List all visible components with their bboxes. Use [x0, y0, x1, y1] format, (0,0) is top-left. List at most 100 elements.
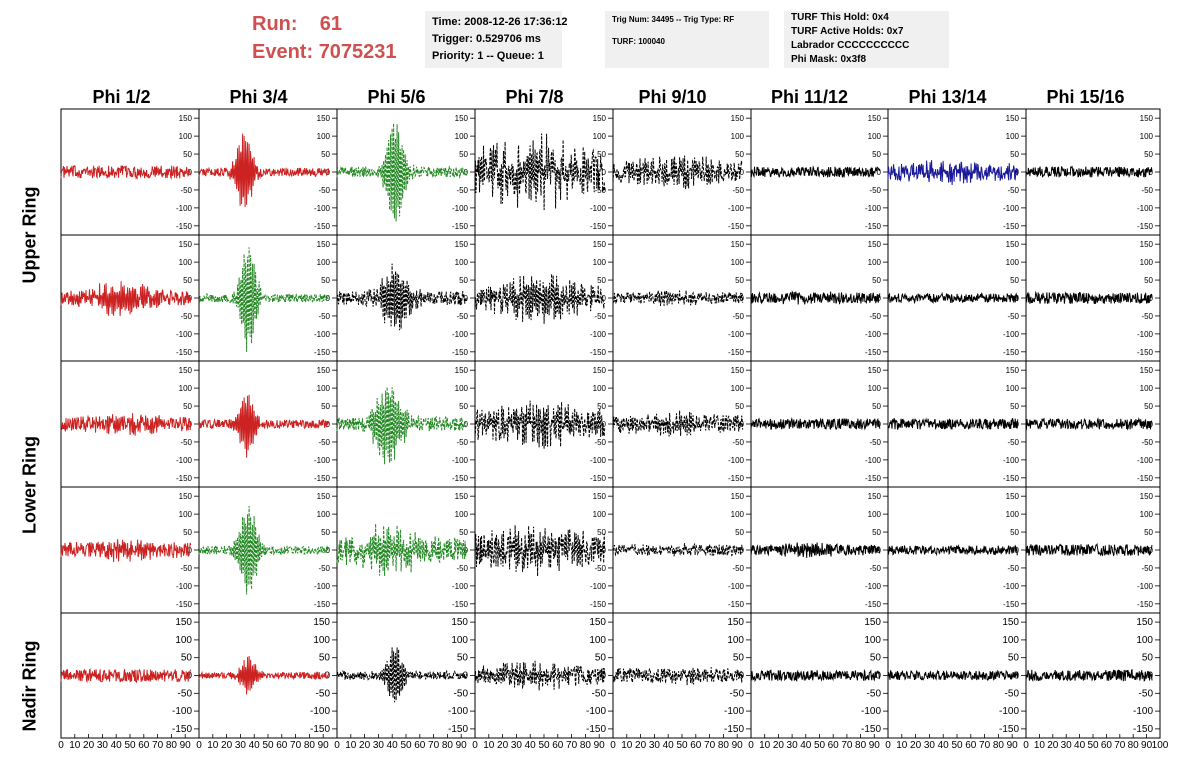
- y-tick-label: 100: [317, 132, 331, 141]
- y-tick-label: 100: [1140, 384, 1154, 393]
- y-tick-label: 150: [727, 617, 744, 628]
- waveform-line: [474, 660, 606, 691]
- y-tick-label: -150: [865, 222, 882, 231]
- y-tick-label: -50: [594, 564, 606, 573]
- y-tick-label: 50: [1010, 528, 1019, 537]
- y-tick-label: 50: [872, 528, 881, 537]
- waveform-line: [887, 669, 1019, 681]
- y-tick-label: 0: [877, 168, 882, 177]
- y-tick-label: -50: [869, 312, 881, 321]
- waveform-line: [60, 413, 192, 436]
- y-tick-label: -100: [590, 330, 607, 339]
- y-tick-label: -100: [452, 330, 469, 339]
- y-tick-label: 150: [864, 617, 881, 628]
- y-tick-label: 100: [593, 258, 607, 267]
- y-tick-label: -50: [594, 186, 606, 195]
- y-tick-label: -100: [1003, 330, 1020, 339]
- x-tick-label: 0: [610, 740, 616, 751]
- x-tick-label: 50: [400, 740, 412, 751]
- y-tick-label: 100: [868, 384, 882, 393]
- waveform-line: [750, 668, 881, 683]
- x-tick-label: 30: [924, 740, 936, 751]
- x-tick-label: 40: [800, 740, 812, 751]
- y-tick-label: -50: [178, 688, 193, 699]
- waveform-line: [198, 505, 329, 595]
- y-tick-label: 150: [317, 492, 331, 501]
- y-tick-label: 50: [872, 402, 881, 411]
- y-tick-label: -100: [865, 204, 882, 213]
- y-tick-label: -150: [728, 348, 745, 357]
- x-tick-label: 90: [180, 740, 192, 751]
- y-tick-label: 150: [731, 492, 745, 501]
- y-tick-label: -100: [310, 706, 330, 717]
- x-tick-label: 80: [442, 740, 454, 751]
- waveform-line: [60, 668, 192, 684]
- waveform-line: [750, 542, 881, 558]
- waveform-line: [750, 417, 881, 431]
- turf-info-box: TURF This Hold: 0x4 TURF Active Holds: 0…: [784, 11, 949, 68]
- y-tick-label: 100: [727, 635, 744, 646]
- y-tick-label: 150: [1006, 240, 1020, 249]
- y-tick-label: -150: [861, 724, 881, 735]
- column-header-phi-11-12: Phi 11/12: [770, 87, 849, 107]
- y-tick-label: -50: [316, 688, 331, 699]
- y-tick-label: 100: [1006, 132, 1020, 141]
- y-tick-label: -50: [732, 312, 744, 321]
- column-header-phi-9-10: Phi 9/10: [638, 87, 707, 107]
- waveform-line: [887, 160, 1019, 186]
- y-tick-label: -150: [728, 222, 745, 231]
- y-tick-label: 50: [183, 150, 192, 159]
- waveform-line: [336, 123, 468, 222]
- y-tick-label: 100: [313, 635, 330, 646]
- y-tick-label: 100: [455, 258, 469, 267]
- x-tick-label: 90: [732, 740, 744, 751]
- run-value: 61: [319, 13, 343, 35]
- y-tick-label: 50: [872, 150, 881, 159]
- y-tick-label: 50: [1144, 402, 1153, 411]
- y-tick-label: -150: [452, 348, 469, 357]
- y-tick-label: -100: [1137, 330, 1154, 339]
- y-tick-label: 100: [868, 258, 882, 267]
- y-tick-label: -100: [452, 204, 469, 213]
- waveform-line: [336, 386, 467, 465]
- y-tick-label: -150: [590, 348, 607, 357]
- trig-num-text: Trig Num: 34495 -- Trig Type: RF: [612, 15, 735, 24]
- y-tick-label: 100: [589, 635, 606, 646]
- y-tick-label: 100: [731, 384, 745, 393]
- y-tick-label: 150: [731, 240, 745, 249]
- turf-text: TURF: 100040: [612, 37, 665, 46]
- y-tick-label: 150: [455, 240, 469, 249]
- y-tick-label: 50: [321, 276, 330, 285]
- y-tick-label: -50: [1007, 564, 1019, 573]
- y-tick-label: 0: [1149, 294, 1154, 303]
- y-tick-label: 150: [1006, 366, 1020, 375]
- y-tick-label: -150: [1003, 348, 1020, 357]
- y-tick-label: 150: [317, 366, 331, 375]
- y-tick-label: -100: [1137, 204, 1154, 213]
- y-tick-label: -100: [452, 456, 469, 465]
- column-header-phi-5-6: Phi 5/6: [367, 87, 426, 107]
- y-tick-label: 150: [868, 492, 882, 501]
- y-tick-label: 50: [733, 653, 745, 664]
- y-tick-label: -50: [1141, 564, 1153, 573]
- y-tick-label: 150: [1006, 114, 1020, 123]
- y-tick-label: 150: [455, 114, 469, 123]
- waveform-line: [60, 539, 192, 563]
- y-tick-label: -50: [180, 438, 192, 447]
- y-tick-label: -150: [1137, 348, 1154, 357]
- y-tick-label: 150: [179, 492, 193, 501]
- phi-mask-text: Phi Mask: 0x3f8: [791, 54, 867, 65]
- column-header-phi-3-4: Phi 3/4: [229, 87, 288, 107]
- y-tick-label: 100: [593, 384, 607, 393]
- waveform-line: [336, 647, 468, 703]
- y-tick-label: 50: [1010, 150, 1019, 159]
- y-tick-label: -150: [865, 600, 882, 609]
- x-tick-label: 80: [718, 740, 730, 751]
- y-tick-label: 0: [602, 168, 607, 177]
- x-tick-label: 80: [993, 740, 1005, 751]
- y-tick-label: -50: [869, 564, 881, 573]
- y-tick-label: -100: [999, 706, 1019, 717]
- x-tick-label: 0: [196, 740, 202, 751]
- y-tick-label: -150: [314, 222, 331, 231]
